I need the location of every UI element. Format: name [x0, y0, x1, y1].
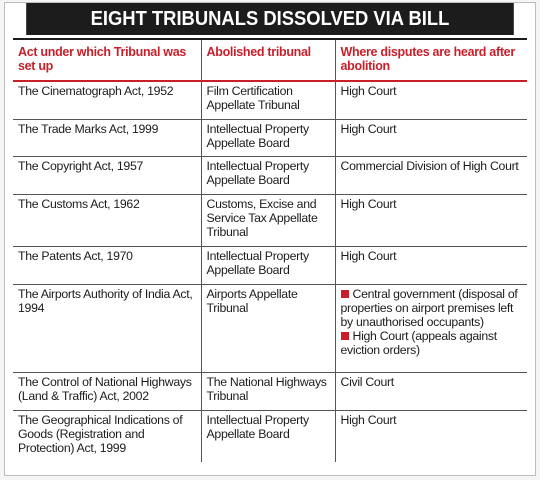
title-bar: EIGHT TRIBUNALS DISSOLVED VIA BILL [26, 3, 514, 35]
cell-act: The Copyright Act, 1957 [13, 156, 201, 195]
table-row: The Copyright Act, 1957 Intellectual Pro… [13, 156, 527, 195]
cell-disputes: High Court [334, 119, 527, 157]
table-row: The Cinematograph Act, 1952 Film Certifi… [13, 81, 527, 120]
cell-tribunal: Customs, Excise and Service Tax Appellat… [200, 194, 335, 247]
table-row: The Geographical Indications of Goods (R… [13, 410, 527, 462]
cell-act: The Geographical Indications of Goods (R… [18, 412, 183, 455]
title: EIGHT TRIBUNALS DISSOLVED VIA BILL [90, 7, 450, 30]
infographic-frame: EIGHT TRIBUNALS DISSOLVED VIA BILL Act u… [4, 2, 536, 476]
tribunals-table: Act under which Tribunal was set up Abol… [13, 40, 527, 462]
cell-act: The Customs Act, 1962 [13, 194, 201, 247]
cell-disputes: Central government (disposal of properti… [334, 284, 527, 373]
cell-act: The Airports Authority of India Act, 199… [13, 284, 201, 373]
cell-tribunal: Intellectual Property Appellate Board [200, 410, 335, 462]
cell-tribunal: Intellectual Property Appellate Board [200, 246, 335, 285]
cell-act: The Patents Act, 1970 [13, 246, 201, 285]
dispute-item-text: High Court (appeals against eviction ord… [340, 328, 498, 357]
cell-tribunal: Intellectual Property Appellate Board [200, 156, 335, 195]
cell-disputes: High Court [334, 194, 527, 247]
table-header-row: Act under which Tribunal was set up Abol… [13, 40, 527, 82]
header-act: Act under which Tribunal was set up [13, 40, 201, 82]
cell-disputes: Civil Court [334, 372, 527, 411]
cell-act: The Cinematograph Act, 1952 [13, 81, 201, 120]
cell-disputes: High Court [334, 410, 527, 462]
red-square-bullet-icon [340, 289, 349, 298]
table-row: The Customs Act, 1962 Customs, Excise an… [13, 194, 527, 247]
header-disputes: Where disputes are heard after abolition [334, 40, 527, 82]
table-row: The Control of National Highways (Land &… [13, 372, 527, 411]
dispute-item: High Court (appeals against eviction ord… [340, 328, 523, 357]
cell-disputes: High Court [334, 246, 527, 285]
table-row: The Trade Marks Act, 1999 Intellectual P… [13, 119, 527, 157]
cell-tribunal: Film Certification Appellate Tribunal [200, 81, 335, 120]
cell-tribunal: The National Highways Tribunal [200, 372, 335, 411]
red-square-bullet-icon [340, 331, 349, 340]
cell-tribunal: Airports Appellate Tribunal [200, 284, 335, 373]
cell-tribunal: Intellectual Property Appellate Board [200, 119, 335, 157]
cell-disputes: High Court [334, 81, 527, 120]
header-tribunal: Abolished tribunal [200, 40, 335, 82]
dispute-item-text: Central government (disposal of properti… [340, 286, 518, 329]
cell-act: The Trade Marks Act, 1999 [13, 119, 201, 157]
table-row: The Patents Act, 1970 Intellectual Prope… [13, 246, 527, 285]
title-divider [13, 38, 527, 40]
cell-act: The Control of National Highways (Land &… [13, 372, 201, 411]
cell-disputes: Commercial Division of High Court [334, 156, 527, 195]
dispute-item: Central government (disposal of properti… [340, 286, 523, 329]
table-row: The Airports Authority of India Act, 199… [13, 284, 527, 373]
